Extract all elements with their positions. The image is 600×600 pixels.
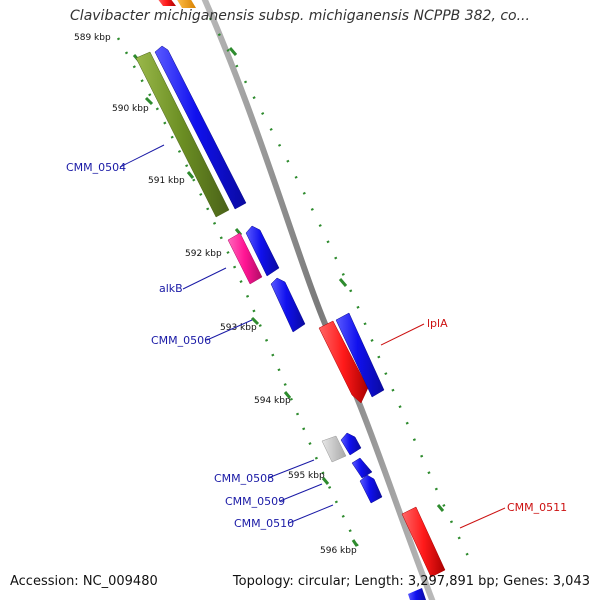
gene-label-cmm-0508[interactable]: CMM_0508 [214, 472, 274, 485]
gene-cmm-0508[interactable] [321, 435, 347, 463]
tick-label: 591 kbp [148, 176, 185, 186]
accession-label: Accession: NC_009480 [10, 574, 158, 589]
gene-label-cmm-0511[interactable]: CMM_0511 [507, 501, 567, 514]
gene-label-cmm-0509[interactable]: CMM_0509 [225, 495, 285, 508]
gene-alkb[interactable] [227, 232, 263, 285]
tick-label: 590 kbp [112, 104, 149, 114]
gene-cmm-0506[interactable] [270, 277, 306, 333]
gene-blue-beside-lpla[interactable] [335, 312, 385, 398]
gene-blue-small[interactable] [340, 432, 362, 456]
gene-blue-long[interactable] [154, 45, 247, 210]
gene-bottom-blue[interactable] [408, 588, 426, 600]
gene-label-lpla[interactable]: lplA [427, 317, 448, 330]
tick-label: 589 kbp [74, 33, 111, 43]
chromosome-backbone [201, 0, 436, 600]
gene-label-alkb[interactable]: alkB [159, 282, 183, 295]
tick-label: 594 kbp [254, 396, 291, 406]
gene-cmm-0510[interactable] [359, 474, 383, 504]
genome-summary-label: Topology: circular; Length: 3,297,891 bp… [232, 574, 590, 589]
gene-top-orange[interactable] [176, 0, 196, 8]
tick-label: 593 kbp [220, 323, 257, 333]
tick-label: 592 kbp [185, 249, 222, 259]
gene-label-cmm-0510[interactable]: CMM_0510 [234, 517, 294, 530]
tick-marks [132, 47, 445, 547]
gene-labels: CMM_0504 alkB CMM_0506 lplA CMM_0508 CMM… [66, 161, 567, 530]
gene-label-cmm-0504[interactable]: CMM_0504 [66, 161, 126, 174]
gene-cmm-0511[interactable] [401, 506, 446, 578]
gene-label-cmm-0506[interactable]: CMM_0506 [151, 334, 211, 347]
tick-label: 596 kbp [320, 546, 357, 556]
tick-label: 595 kbp [288, 471, 325, 481]
gene-blue-near-alkb[interactable] [245, 225, 280, 277]
gene-lpla[interactable] [318, 320, 369, 404]
leader-lines [119, 144, 506, 529]
map-title: Clavibacter michiganensis subsp. michiga… [70, 8, 530, 24]
gene-top-red[interactable] [157, 0, 176, 6]
gene-cmm-0509[interactable] [351, 457, 373, 479]
tick-labels: 589 kbp 590 kbp 591 kbp 592 kbp 593 kbp … [74, 33, 357, 556]
gene-cmm-0504[interactable] [135, 51, 230, 218]
